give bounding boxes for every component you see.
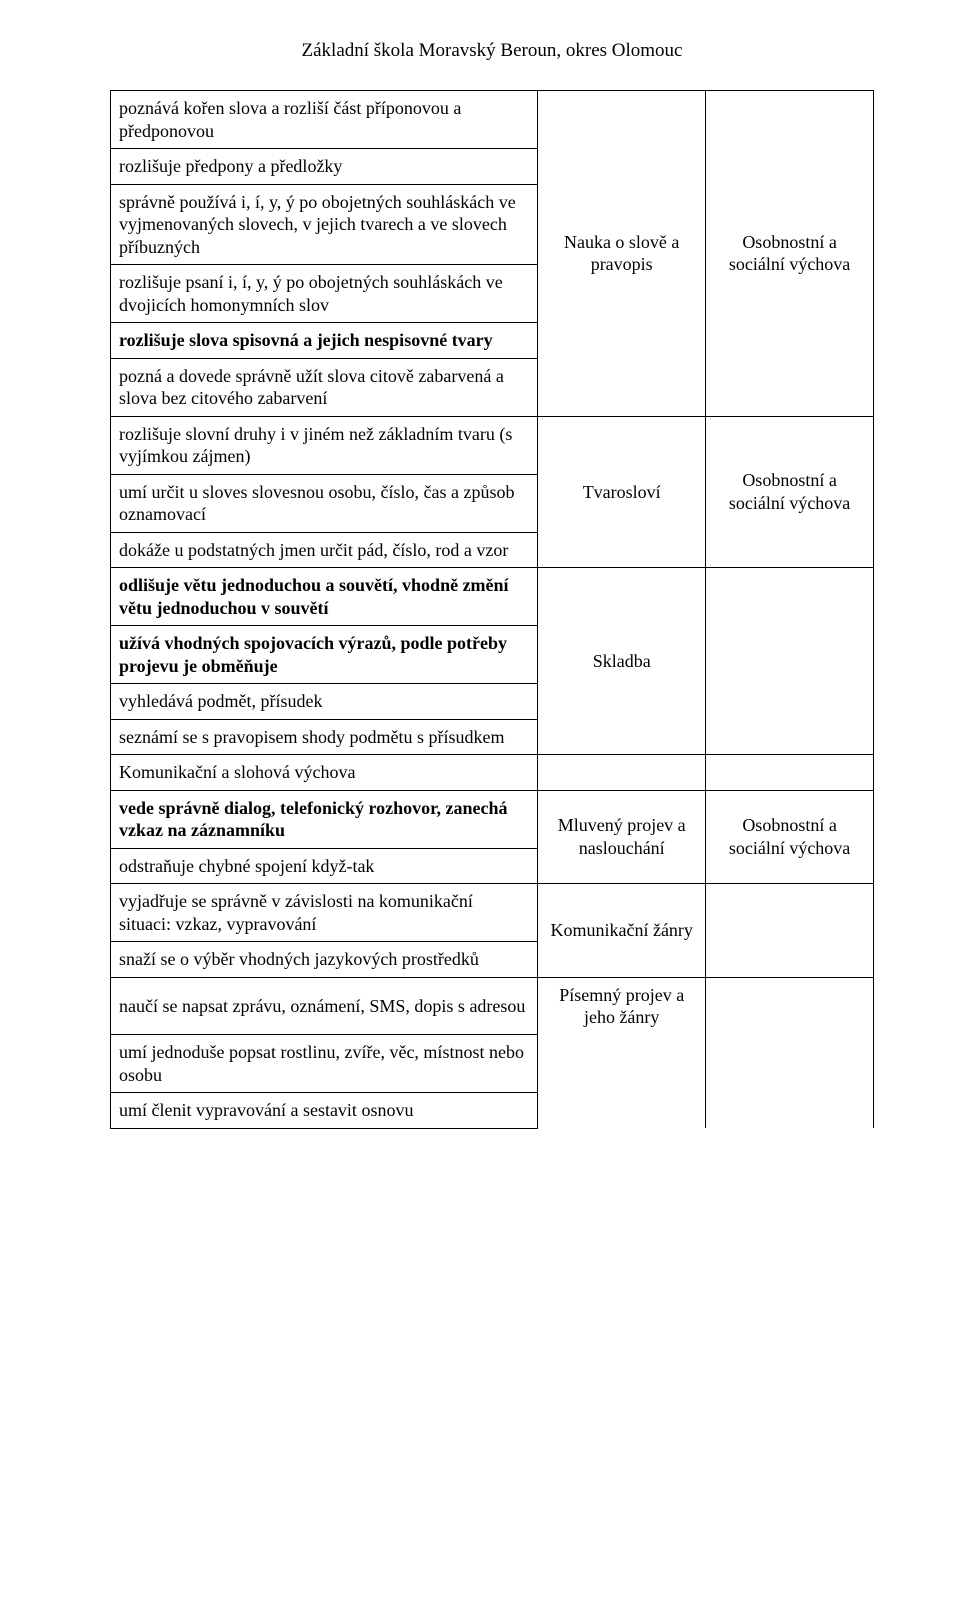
outcome-cell: pozná a dovede správně užít slova citově… (111, 358, 538, 416)
outcome-cell: rozlišuje slovní druhy i v jiném než zák… (111, 416, 538, 474)
outcome-cell: vyhledává podmět, přísudek (111, 684, 538, 720)
table-row: poznává kořen slova a rozliší část přípo… (111, 91, 874, 149)
cross-cell (706, 1035, 874, 1093)
table-row: odlišuje větu jednoduchou a souvětí, vho… (111, 568, 874, 626)
topic-cell: Mluvený projev a naslouchání (538, 790, 706, 884)
outcome-cell: vyjadřuje se správně v závislosti na kom… (111, 884, 538, 942)
page-title: Základní škola Moravský Beroun, okres Ol… (110, 40, 874, 62)
table-row: rozlišuje slovní druhy i v jiném než zák… (111, 416, 874, 474)
topic-cell (538, 1093, 706, 1129)
outcome-cell: umí jednoduše popsat rostlinu, zvíře, vě… (111, 1035, 538, 1093)
cross-cell (706, 755, 874, 791)
table-row: naučí se napsat zprávu, oznámení, SMS, d… (111, 977, 874, 1035)
cross-cell: Osobnostní a sociální výchova (706, 416, 874, 568)
outcome-cell: vede správně dialog, telefonický rozhovo… (111, 790, 538, 848)
outcome-cell: naučí se napsat zprávu, oznámení, SMS, d… (111, 977, 538, 1035)
topic-cell: Tvarosloví (538, 416, 706, 568)
cross-cell (706, 977, 874, 1035)
table-row: vede správně dialog, telefonický rozhovo… (111, 790, 874, 848)
outcome-cell: užívá vhodných spojovacích výrazů, podle… (111, 626, 538, 684)
outcome-cell: dokáže u podstatných jmen určit pád, čís… (111, 532, 538, 568)
cross-cell (706, 568, 874, 755)
outcome-cell: umí členit vypravování a sestavit osnovu (111, 1093, 538, 1129)
outcome-cell: správně používá i, í, y, ý po obojetných… (111, 184, 538, 265)
outcome-cell: odlišuje větu jednoduchou a souvětí, vho… (111, 568, 538, 626)
outcome-cell: rozlišuje předpony a předložky (111, 149, 538, 185)
cross-cell: Osobnostní a sociální výchova (706, 790, 874, 884)
outcome-cell: poznává kořen slova a rozliší část přípo… (111, 91, 538, 149)
topic-cell (538, 1035, 706, 1093)
outcome-cell: seznámí se s pravopisem shody podmětu s … (111, 719, 538, 755)
outcome-cell: snaží se o výběr vhodných jazykových pro… (111, 942, 538, 978)
section-heading-cell: Komunikační a slohová výchova (111, 755, 538, 791)
table-row: Komunikační a slohová výchova (111, 755, 874, 791)
topic-cell: Komunikační žánry (538, 884, 706, 978)
outcome-cell: odstraňuje chybné spojení když-tak (111, 848, 538, 884)
table-row: umí členit vypravování a sestavit osnovu (111, 1093, 874, 1129)
outcome-cell: umí určit u sloves slovesnou osobu, čísl… (111, 474, 538, 532)
table-row: umí jednoduše popsat rostlinu, zvíře, vě… (111, 1035, 874, 1093)
outcome-cell: rozlišuje psaní i, í, y, ý po obojetných… (111, 265, 538, 323)
cross-cell (706, 1093, 874, 1129)
topic-cell: Písemný projev a jeho žánry (538, 977, 706, 1035)
cross-cell: Osobnostní a sociální výchova (706, 91, 874, 417)
table-row: vyjadřuje se správně v závislosti na kom… (111, 884, 874, 942)
topic-cell (538, 755, 706, 791)
topic-cell: Skladba (538, 568, 706, 755)
outcome-cell: rozlišuje slova spisovná a jejich nespis… (111, 323, 538, 359)
topic-cell: Nauka o slově a pravopis (538, 91, 706, 417)
content-table: poznává kořen slova a rozliší část přípo… (110, 90, 874, 1129)
cross-cell (706, 884, 874, 978)
